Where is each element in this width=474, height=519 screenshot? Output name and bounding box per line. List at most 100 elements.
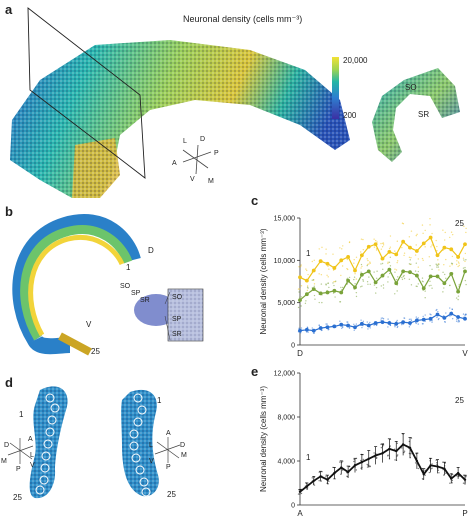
chart-c-scatter-2-8-0: [355, 323, 358, 325]
chart-c-scatter-1-15-4: [403, 277, 406, 280]
chart-c-scatter-0-1-4: [306, 285, 309, 287]
orient-a-m: M: [208, 178, 214, 185]
chart-c-scatter-1-11-3: [375, 277, 378, 280]
chart-c-scatter-1-23-5: [457, 298, 459, 301]
chart-e-scatter-0-10-5: [366, 463, 368, 466]
chart-c-scatter-0-19-3: [431, 244, 433, 246]
chart-c-scatter-1-14-3: [395, 278, 398, 281]
chart-c-point-0-18: [421, 241, 426, 246]
chart-c-scatter-0-4-2: [327, 265, 329, 267]
roi-circle-9: [133, 393, 143, 403]
roi-circle-3: [45, 427, 55, 437]
chart-c-scatter-1-13-5: [387, 276, 389, 278]
chart-e-x-start-label: A: [297, 509, 303, 518]
chart-e-scatter-0-14-4: [394, 459, 396, 461]
chart-c-scatter-2-17-3: [415, 322, 417, 325]
chart-c-scatter-2-16-4: [408, 326, 411, 328]
chart-c-point-0-17: [414, 249, 419, 253]
chart-c-scatter-1-19-0: [431, 287, 433, 289]
chart-c-point-1-10: [366, 269, 371, 274]
chart-c-point-0-9: [359, 253, 364, 258]
chart-e-point-0-17: [415, 459, 419, 463]
roi-circle-13: [129, 441, 139, 451]
chart-e-scatter-0-14-0: [396, 442, 399, 444]
chart-c-scatter-2-4-0: [325, 323, 327, 325]
chart-c-point-0-0: [298, 275, 302, 280]
chart-e-scatter-0-3-1: [318, 480, 320, 482]
chart-e-point-0-0: [298, 490, 302, 493]
chart-c-scatter-2-17-4: [415, 316, 417, 318]
chart-c-scatter-2-1-2: [307, 331, 309, 333]
chart-c-scatter-0-0-0: [300, 285, 303, 287]
chart-c-point-0-23: [456, 255, 461, 259]
chart-c-scatter-0-8-4: [353, 262, 355, 264]
chart-c-scatter-2-2-4: [313, 332, 315, 334]
chart-c-scatter-1-10-2: [366, 281, 369, 283]
chart-c-scatter-1-0-0: [300, 296, 303, 298]
chart-c-scatter-0-16-4: [408, 236, 411, 238]
chart-e-point-0-2: [312, 479, 315, 482]
chart-c-scatter-2-24-3: [465, 314, 467, 316]
chart-e-scatter-0-6-1: [339, 461, 341, 463]
chart-c-scatter-1-13-3: [389, 256, 392, 259]
chart-e-scatter-0-14-2: [396, 455, 398, 457]
chart-c-scatter-1-2-2: [311, 279, 313, 281]
chart-c-scatter-0-20-3: [435, 239, 437, 242]
chart-c-scatter-1-13-1: [389, 265, 392, 267]
chart-c-ytick-label-0: 0: [291, 343, 295, 350]
chart-c-scatter-0-2-3: [313, 283, 316, 285]
chart-c-point-2-12: [380, 320, 385, 325]
chart-c-scatter-0-20-4: [437, 259, 439, 261]
chart-c-scatter-0-13-4: [388, 247, 391, 250]
chart-c-scatter-0-10-4: [369, 261, 371, 263]
panel-letter-d: d: [5, 375, 13, 390]
chart-e-scatter-0-20-2: [438, 472, 440, 474]
chart-c-scatter-0-13-1: [389, 235, 392, 237]
chart-c-scatter-1-0-4: [297, 306, 300, 309]
chart-e-scatter-0-22-0: [451, 473, 454, 476]
chart-c-point-1-13: [387, 267, 392, 272]
chart-c-scatter-1-22-5: [451, 262, 454, 265]
chart-c-scatter-0-24-2: [462, 257, 465, 259]
chart-c-scatter-1-10-1: [369, 283, 371, 285]
chart-c-scatter-0-7-3: [346, 258, 349, 261]
chart-c-scatter-0-18-5: [421, 224, 424, 226]
chart-c-scatter-1-21-0: [443, 287, 445, 289]
chart-c-scatter-1-11-4: [373, 271, 375, 273]
chart-c-scatter-1-8-1: [353, 276, 356, 278]
chart-c-scatter-2-2-2: [311, 327, 313, 329]
chart-c-ylabel: Neuronal density (cells mm⁻³): [259, 228, 268, 334]
chart-c-scatter-0-0-5: [300, 265, 302, 268]
chart-c: 0 5,000 10,000 15,000 Neuronal density (cell…: [259, 216, 468, 359]
chart-c-scatter-1-15-2: [402, 275, 405, 278]
chart-c-point-1-2: [311, 287, 316, 292]
chart-e-scatter-0-17-2: [417, 467, 420, 470]
chart-c-point-0-13: [387, 249, 392, 254]
chart-c-scatter-1-12-1: [381, 262, 384, 265]
chart-c-scatter-0-9-5: [362, 238, 364, 241]
chart-e-point-0-16: [408, 446, 412, 449]
chart-c-scatter-1-14-2: [396, 290, 398, 292]
chart-c-scatter-2-16-3: [410, 319, 413, 322]
roi-circle-4: [43, 439, 53, 449]
chart-c-point-2-22: [449, 311, 454, 316]
chart-c-scatter-1-0-3: [300, 305, 302, 307]
chart-c-scatter-2-15-4: [403, 317, 406, 319]
chart-e-point-0-22: [450, 477, 453, 480]
chart-c-scatter-2-12-0: [380, 317, 383, 319]
chart-c-scatter-0-16-0: [410, 257, 412, 259]
brain-slice-3d: [134, 294, 178, 326]
chart-c-point-1-18: [421, 286, 426, 291]
chart-c-scatter-2-19-1: [429, 320, 431, 322]
chart-c-scatter-2-20-4: [437, 310, 439, 313]
chart-c-scatter-1-18-4: [424, 290, 426, 292]
chart-c-scatter-0-0-3: [300, 264, 302, 266]
chart-c-scatter-1-1-4: [306, 286, 309, 288]
chart-c-point-2-17: [414, 318, 419, 323]
chart-c-scatter-1-4-3: [325, 284, 327, 286]
chart-c-point-2-20: [435, 312, 440, 317]
chart-c-scatter-2-10-5: [366, 321, 368, 323]
chart-c-scatter-0-12-1: [381, 246, 384, 248]
chart-c-scatter-1-17-5: [417, 283, 419, 285]
chart-c-scatter-0-23-5: [457, 265, 459, 268]
